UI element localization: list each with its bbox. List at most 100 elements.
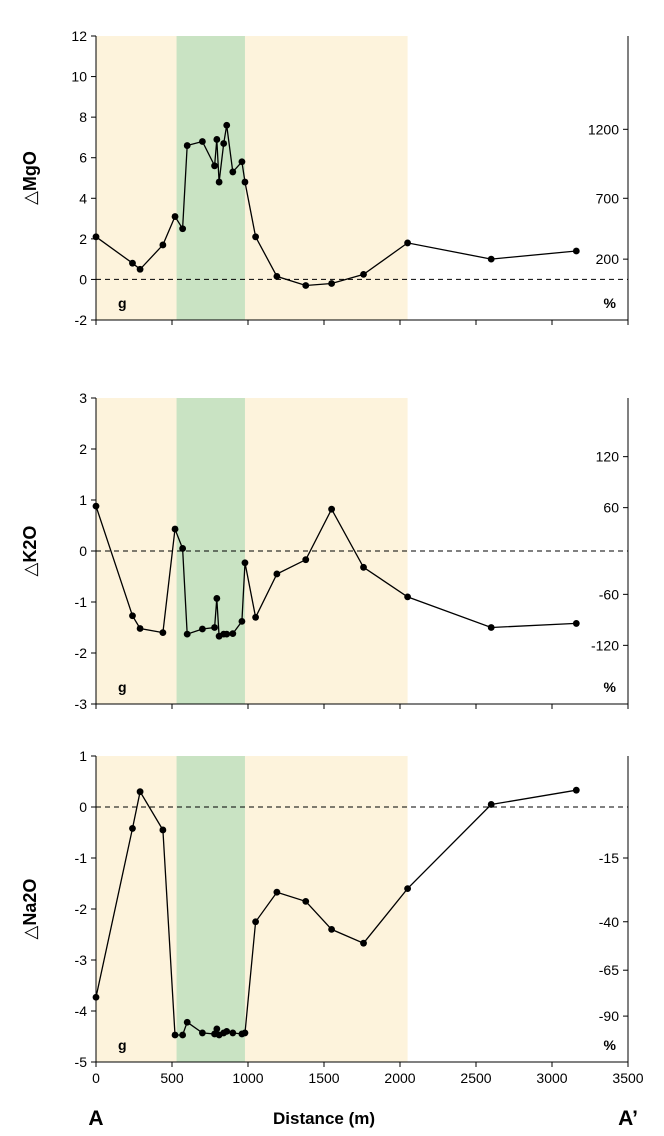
data-point	[404, 885, 411, 892]
outer-zone-band	[96, 36, 408, 320]
y-tick-label: 12	[71, 28, 87, 44]
data-point	[241, 559, 249, 567]
y-axis-title: △K2O	[20, 526, 40, 577]
y-tick-label: -2	[75, 901, 88, 917]
y-tick-label: -1	[75, 594, 88, 610]
data-point	[171, 525, 179, 533]
right-tick-label: -40	[599, 914, 619, 930]
data-point	[273, 570, 281, 578]
data-point	[136, 788, 144, 796]
data-point	[213, 136, 221, 143]
data-point	[129, 259, 136, 267]
x-tick-label: 2500	[460, 1070, 491, 1086]
data-point	[487, 801, 495, 808]
panel-label: g	[118, 679, 127, 695]
profile-start-label: A	[88, 1107, 103, 1130]
data-point	[229, 1029, 237, 1037]
data-point	[487, 624, 495, 631]
y-axis-title: △MgO	[20, 151, 40, 205]
data-point	[404, 239, 411, 247]
y-tick-label: -2	[75, 312, 88, 328]
data-point	[223, 1028, 231, 1035]
x-tick-label: 1000	[232, 1070, 263, 1086]
right-tick-label: 120	[596, 449, 620, 465]
x-tick-label: 500	[160, 1070, 184, 1086]
data-point	[129, 825, 136, 832]
panel-label: g	[118, 295, 127, 311]
data-point	[179, 225, 187, 233]
x-tick-label: 1500	[308, 1070, 339, 1086]
data-point	[215, 178, 223, 186]
data-point	[136, 625, 144, 632]
data-point	[199, 625, 206, 633]
y-tick-label: -1	[75, 850, 88, 866]
data-point	[229, 168, 237, 176]
right-tick-label: 1200	[588, 121, 619, 137]
data-point	[92, 502, 100, 510]
data-point	[159, 826, 167, 834]
y-tick-label: 6	[79, 150, 87, 166]
y-tick-label: 8	[79, 109, 87, 125]
y-tick-label: 2	[79, 231, 87, 247]
panel-label: g	[118, 1037, 127, 1053]
data-point	[273, 272, 281, 280]
data-point	[183, 630, 191, 638]
data-point	[572, 786, 580, 794]
data-point	[572, 247, 580, 255]
data-point	[252, 613, 259, 621]
x-tick-label: 3500	[612, 1070, 643, 1086]
right-tick-label: -15	[599, 850, 619, 866]
right-tick-label: -120	[591, 637, 619, 653]
data-point	[220, 140, 228, 147]
y-tick-label: 3	[79, 390, 87, 406]
y-tick-label: -4	[75, 1003, 88, 1019]
y-tick-label: 2	[79, 441, 87, 457]
data-point	[360, 939, 367, 947]
right-tick-label: 700	[596, 190, 620, 206]
percent-unit-label: %	[604, 679, 617, 695]
data-point	[487, 255, 495, 263]
data-point	[92, 233, 100, 241]
data-point	[404, 593, 411, 601]
x-tick-label: 3000	[536, 1070, 567, 1086]
right-tick-label: 200	[596, 251, 620, 267]
data-point	[199, 138, 206, 145]
data-point	[211, 162, 218, 170]
data-point	[328, 505, 335, 513]
x-axis-title: Distance (m)	[273, 1109, 375, 1128]
data-point	[179, 1031, 187, 1039]
data-point	[328, 926, 335, 933]
data-point	[273, 888, 281, 896]
x-tick-label: 2000	[384, 1070, 415, 1086]
y-tick-label: 10	[71, 69, 87, 85]
data-point	[199, 1029, 206, 1037]
data-point	[241, 178, 249, 186]
data-point	[302, 556, 310, 564]
x-tick-label: 0	[92, 1070, 100, 1086]
data-point	[302, 282, 310, 289]
data-point	[171, 213, 179, 220]
data-point	[159, 241, 167, 249]
data-point	[252, 918, 259, 926]
data-point	[183, 142, 191, 149]
data-point	[159, 629, 167, 636]
data-point	[229, 630, 237, 638]
data-point	[328, 280, 335, 287]
inner-zone-band	[176, 756, 245, 1062]
data-point	[572, 620, 580, 627]
y-tick-label: -5	[75, 1054, 88, 1070]
data-point	[252, 233, 259, 241]
y-tick-label: 0	[79, 799, 87, 815]
data-point	[136, 265, 144, 273]
y-tick-label: 0	[79, 543, 87, 559]
y-tick-label: -3	[75, 952, 88, 968]
data-point	[211, 624, 218, 631]
data-point	[213, 1025, 221, 1033]
data-point	[179, 545, 187, 552]
y-tick-label: 1	[79, 748, 87, 764]
data-point	[171, 1031, 179, 1039]
data-point	[302, 897, 310, 905]
data-point	[223, 121, 231, 129]
data-point	[360, 270, 367, 278]
